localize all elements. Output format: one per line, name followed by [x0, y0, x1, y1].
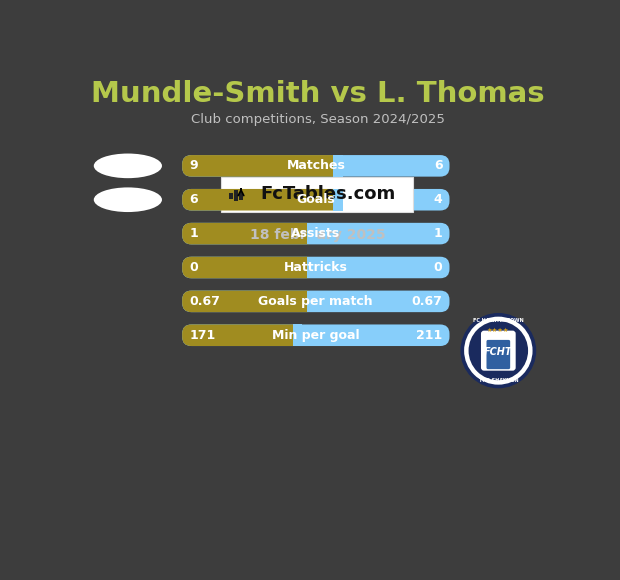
- Text: Matches: Matches: [286, 160, 345, 172]
- FancyBboxPatch shape: [182, 189, 342, 211]
- Text: THE SHAYMEN: THE SHAYMEN: [479, 379, 518, 383]
- FancyBboxPatch shape: [182, 189, 450, 211]
- Text: FC HALIFAX TOWN: FC HALIFAX TOWN: [473, 318, 524, 323]
- Text: 1: 1: [189, 227, 198, 240]
- FancyBboxPatch shape: [182, 223, 316, 244]
- FancyBboxPatch shape: [221, 177, 413, 212]
- Text: 9: 9: [189, 160, 198, 172]
- Text: 18 february 2025: 18 february 2025: [250, 228, 386, 242]
- Bar: [239, 192, 243, 200]
- Text: 0: 0: [189, 261, 198, 274]
- Bar: [293, 324, 302, 346]
- Bar: [334, 155, 342, 177]
- Bar: [229, 193, 232, 199]
- FancyBboxPatch shape: [182, 291, 450, 312]
- Bar: [306, 291, 316, 312]
- Text: Hattricks: Hattricks: [284, 261, 348, 274]
- Circle shape: [461, 314, 536, 387]
- FancyBboxPatch shape: [182, 155, 342, 177]
- Ellipse shape: [94, 187, 162, 212]
- Text: 171: 171: [189, 329, 215, 342]
- Ellipse shape: [94, 154, 162, 178]
- FancyBboxPatch shape: [487, 340, 510, 369]
- Text: Assists: Assists: [291, 227, 340, 240]
- FancyBboxPatch shape: [182, 257, 450, 278]
- FancyBboxPatch shape: [182, 291, 316, 312]
- Bar: [234, 190, 238, 201]
- Bar: [334, 189, 342, 211]
- Text: 6: 6: [189, 193, 198, 206]
- Text: Mundle-Smith vs L. Thomas: Mundle-Smith vs L. Thomas: [91, 80, 544, 108]
- Bar: [306, 257, 316, 278]
- Bar: [306, 223, 316, 244]
- Circle shape: [464, 317, 533, 385]
- Circle shape: [469, 321, 528, 380]
- Text: 0.67: 0.67: [412, 295, 443, 308]
- Text: 6: 6: [434, 160, 443, 172]
- Text: 4: 4: [434, 193, 443, 206]
- Text: FCHT: FCHT: [484, 347, 513, 357]
- FancyBboxPatch shape: [182, 324, 302, 346]
- Text: 1: 1: [434, 227, 443, 240]
- FancyBboxPatch shape: [481, 331, 516, 371]
- Text: Club competitions, Season 2024/2025: Club competitions, Season 2024/2025: [191, 113, 445, 126]
- Text: 211: 211: [416, 329, 443, 342]
- Text: Goals: Goals: [296, 193, 335, 206]
- Text: ★★★★: ★★★★: [487, 328, 510, 333]
- FancyBboxPatch shape: [182, 257, 316, 278]
- FancyBboxPatch shape: [182, 324, 450, 346]
- Text: Min per goal: Min per goal: [272, 329, 360, 342]
- Text: Goals per match: Goals per match: [259, 295, 373, 308]
- FancyBboxPatch shape: [182, 223, 450, 244]
- Text: 0: 0: [434, 261, 443, 274]
- Text: FcTables.com: FcTables.com: [260, 186, 396, 204]
- FancyBboxPatch shape: [182, 155, 450, 177]
- Text: 0.67: 0.67: [189, 295, 220, 308]
